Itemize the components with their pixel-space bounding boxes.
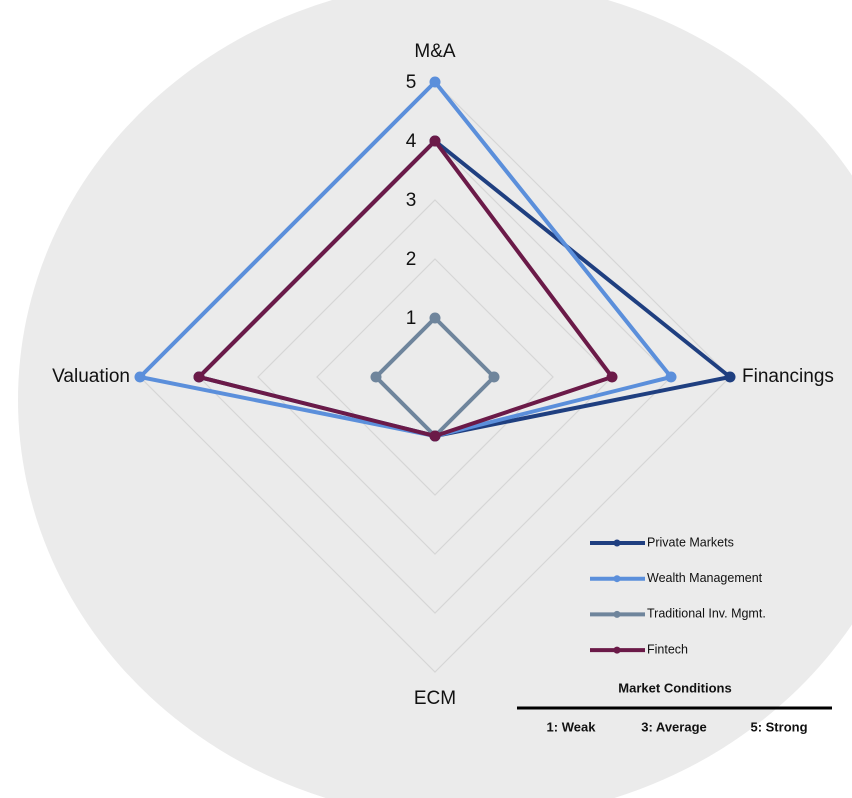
series-point bbox=[724, 371, 736, 383]
series-point bbox=[134, 371, 146, 383]
legend-marker bbox=[613, 575, 621, 583]
series-point bbox=[488, 371, 500, 383]
r-tick-label: 4 bbox=[406, 131, 417, 152]
grid-ring bbox=[316, 258, 554, 496]
legend-marker bbox=[613, 610, 621, 618]
series-point bbox=[665, 371, 677, 383]
series-point bbox=[429, 430, 441, 442]
series-point bbox=[193, 371, 205, 383]
series-point bbox=[429, 312, 441, 324]
note-item: 3: Average bbox=[641, 719, 707, 734]
axis-label: ECM bbox=[414, 688, 456, 709]
legend-label: Private Markets bbox=[647, 535, 734, 549]
note-title: Market Conditions bbox=[618, 680, 731, 695]
legend-label: Fintech bbox=[647, 642, 688, 656]
series-point bbox=[429, 135, 441, 147]
legend-marker bbox=[613, 539, 621, 547]
series-point bbox=[370, 371, 382, 383]
r-tick-label: 2 bbox=[406, 249, 417, 270]
r-tick-label: 5 bbox=[406, 72, 417, 93]
axis-label: Valuation bbox=[52, 366, 130, 387]
note-item: 5: Strong bbox=[750, 719, 807, 734]
background-shape bbox=[18, 0, 852, 798]
axis-label: Financings bbox=[742, 366, 834, 387]
axis-label: M&A bbox=[414, 41, 456, 62]
legend-label: Wealth Management bbox=[647, 571, 763, 585]
grid-ring bbox=[257, 199, 613, 555]
note-item: 1: Weak bbox=[547, 719, 597, 734]
legend-label: Traditional Inv. Mgmt. bbox=[647, 607, 766, 621]
legend-marker bbox=[613, 646, 621, 654]
r-tick-label: 1 bbox=[406, 308, 417, 329]
r-tick-label: 3 bbox=[406, 190, 417, 211]
series-point bbox=[606, 371, 618, 383]
series-point bbox=[429, 76, 441, 88]
